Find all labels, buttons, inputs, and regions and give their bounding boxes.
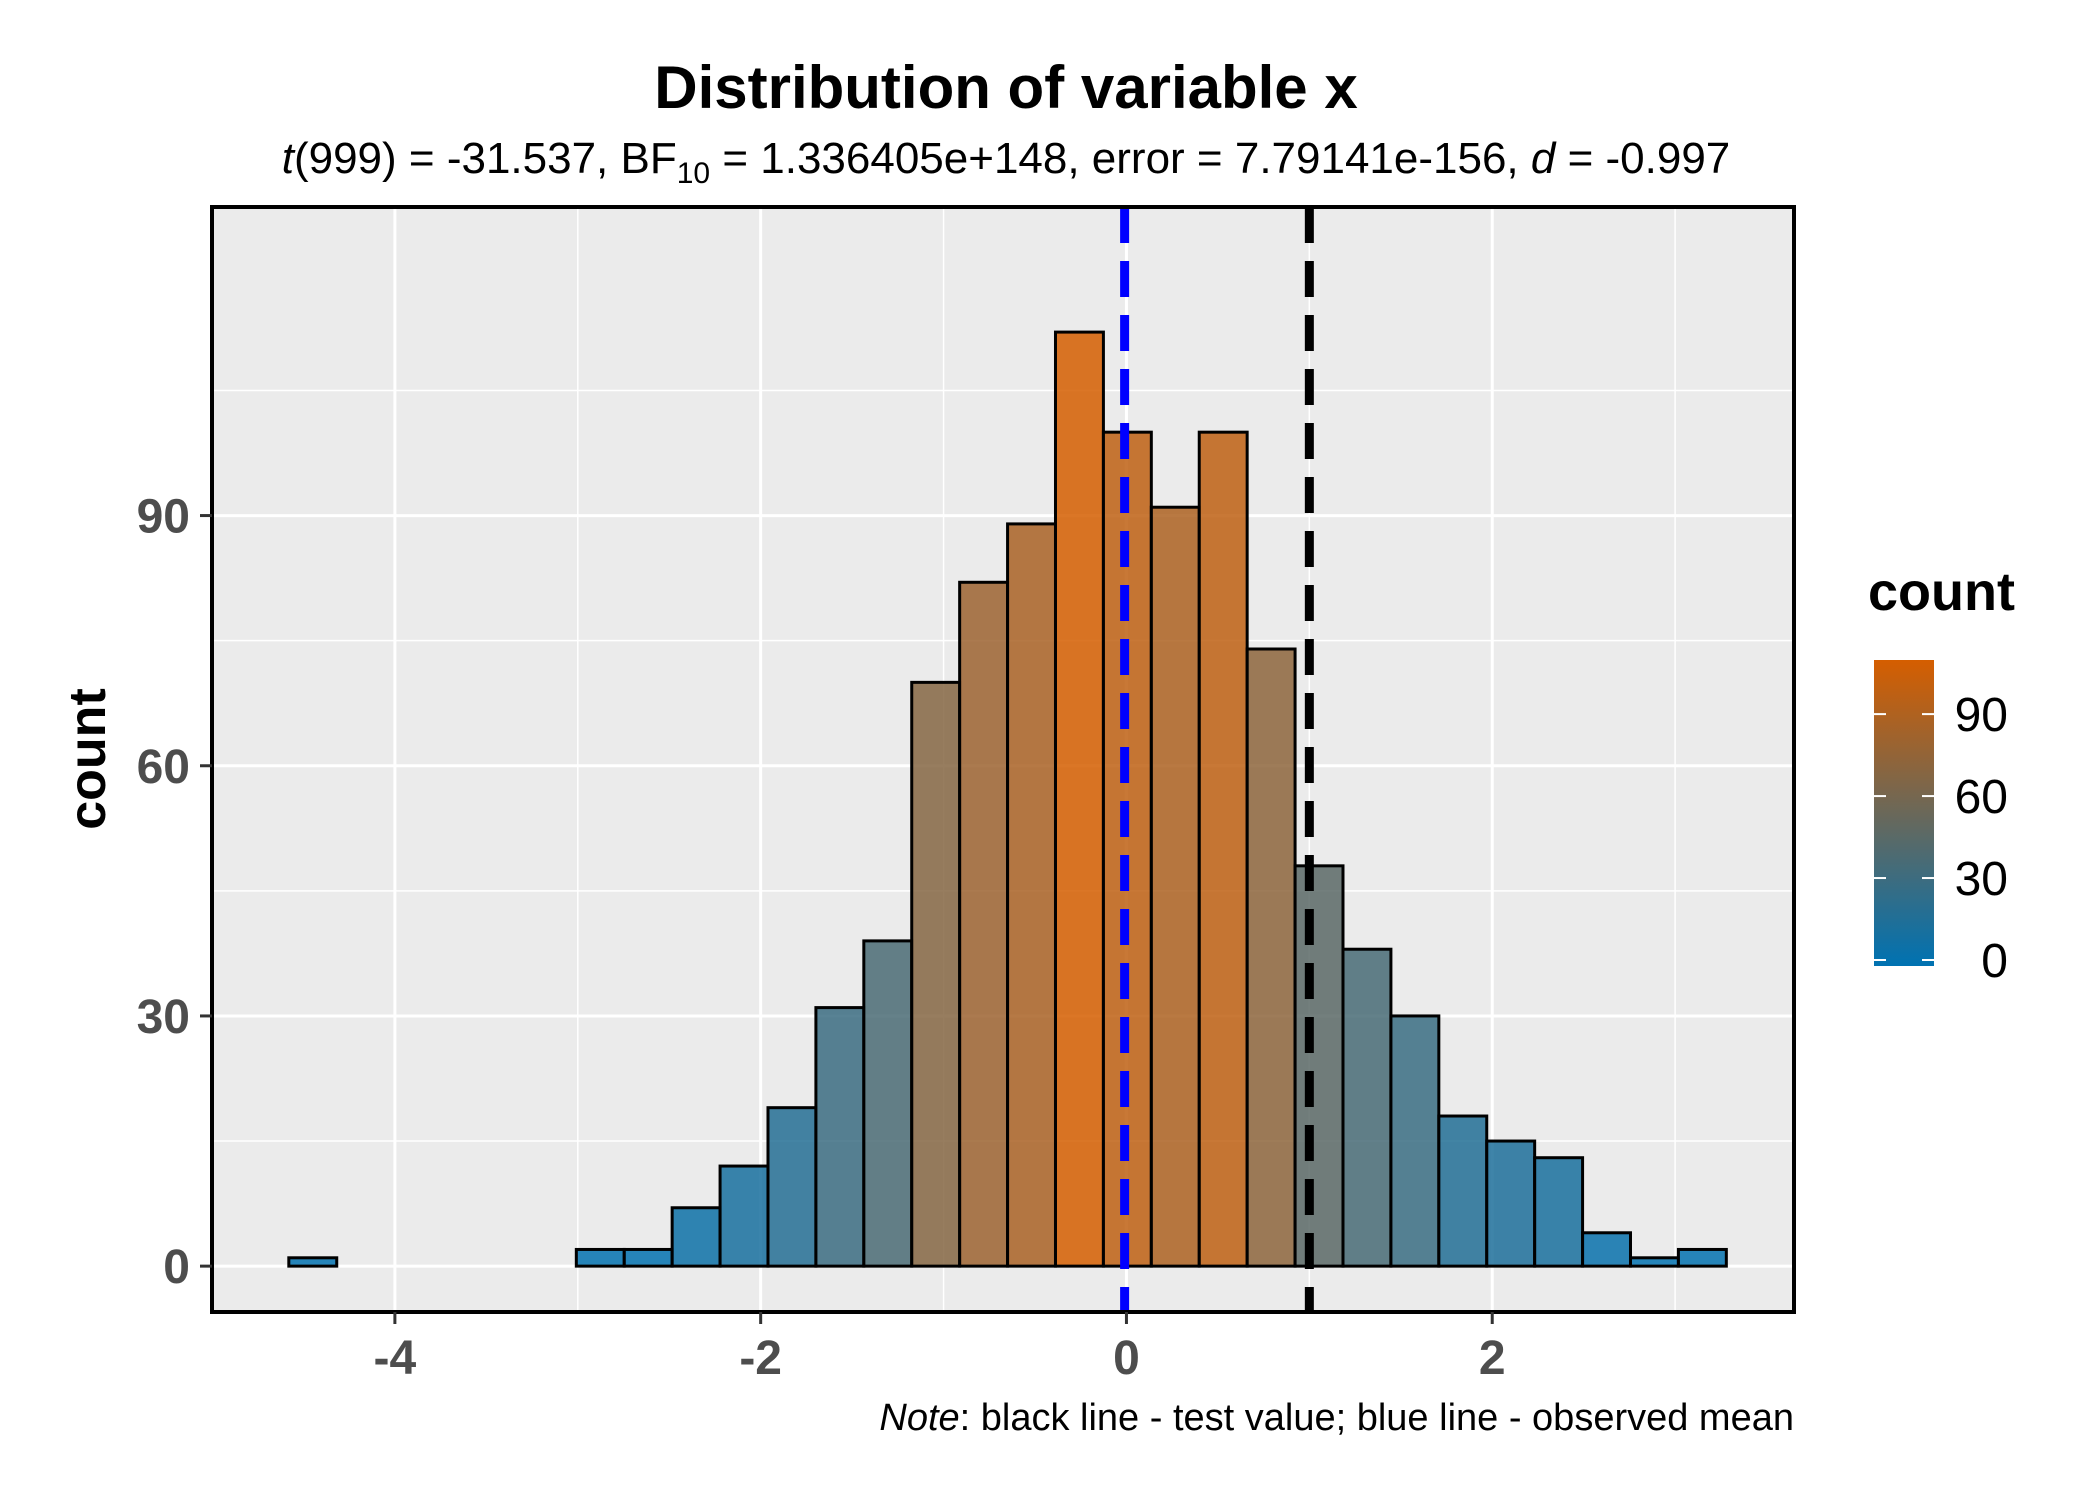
subtitle-bf-subscript: 10 [677, 157, 710, 190]
y-tick-label: 90 [137, 491, 190, 544]
y-axis: 0 30 60 90 [137, 491, 212, 1294]
subtitle-d-symbol: d [1531, 134, 1557, 183]
x-tick-label: 0 [1113, 1332, 1140, 1385]
histogram-bar-27 [1581, 1231, 1632, 1268]
histogram-bar-11 [814, 1006, 866, 1268]
histogram-bar-14 [958, 580, 1010, 1268]
histogram-bar-29 [1676, 1247, 1728, 1268]
y-tick-label: 30 [137, 991, 190, 1044]
x-tick-label: -4 [374, 1332, 417, 1385]
legend-tick-label: 90 [1955, 689, 2008, 742]
x-tick-label: -2 [739, 1332, 782, 1385]
histogram-bar-21 [1293, 864, 1345, 1268]
histogram-bar-9 [718, 1164, 770, 1268]
histogram-bar-13 [910, 680, 962, 1268]
plot-panel-border [210, 205, 1796, 1314]
histogram-bar-28 [1628, 1256, 1680, 1268]
x-axis: -4 -2 0 2 [374, 1312, 1506, 1385]
caption-note-word: Note [879, 1397, 959, 1439]
subtitle-t-stat: (999) = -31.537, [294, 134, 621, 183]
caption-note-text: : black line - test value; blue line - o… [960, 1397, 1794, 1439]
caption-note: Note: black line - test value; blue line… [879, 1397, 1794, 1439]
subtitle-bf-rest: = 1.336405e+148, error = 7.79141e-156, [710, 134, 1531, 183]
subtitle-d-rest: = -0.997 [1555, 134, 1730, 183]
histogram-bar-26 [1533, 1156, 1585, 1268]
legend-tick-label: 60 [1955, 771, 2008, 824]
y-tick-label: 0 [163, 1241, 190, 1294]
x-tick-label: 2 [1479, 1332, 1506, 1385]
histogram-bar-10 [766, 1106, 818, 1268]
histogram-bar-6 [574, 1247, 626, 1268]
histogram-bar-15 [1006, 522, 1057, 1268]
legend-tick-label: 30 [1955, 853, 2008, 906]
legend-title: count [1868, 562, 2015, 622]
histogram-bar-22 [1341, 947, 1393, 1268]
y-axis-title: count [59, 688, 117, 830]
subtitle-bf-label: BF [621, 134, 677, 183]
legend-colorbar [1874, 660, 1934, 966]
reference-lines [1120, 207, 1314, 1312]
histogram-bar-18 [1149, 505, 1201, 1268]
histogram-bar-19 [1197, 430, 1249, 1268]
chart-title: Distribution of variable x [654, 54, 1357, 121]
histogram-bar-20 [1245, 647, 1297, 1268]
legend-tick-label: 0 [1981, 935, 2008, 988]
histogram-bar-12 [862, 939, 914, 1268]
histogram-bar-7 [622, 1247, 674, 1268]
histogram-bar-25 [1485, 1139, 1537, 1268]
histogram-bar-24 [1437, 1114, 1489, 1268]
subtitle-t-symbol: t [282, 134, 296, 183]
chart-subtitle: t(999) = -31.537, BF10 = 1.336405e+148, … [282, 134, 1731, 190]
y-tick-label: 60 [137, 741, 190, 794]
histogram-bar-16 [1053, 330, 1105, 1268]
histogram-bar-8 [670, 1206, 722, 1268]
legend-ticks: 0 30 60 90 [1874, 689, 2008, 988]
histogram-bar-0 [287, 1256, 339, 1268]
histogram-bar-23 [1389, 1014, 1441, 1268]
